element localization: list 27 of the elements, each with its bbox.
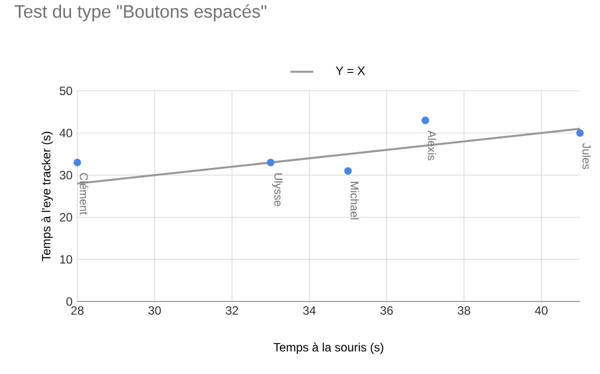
annotation: Michael (350, 182, 359, 220)
x-tick-label: 32 (226, 306, 238, 315)
legend-label: Y = X (336, 66, 365, 76)
point (74, 158, 82, 166)
x-axis-title: Temps à la souris (s) (274, 342, 384, 354)
point (576, 130, 584, 137)
point (266, 158, 274, 166)
x-tick-label: 34 (303, 306, 316, 315)
y-tick-label: 40 (60, 128, 72, 138)
y-tick-label: 10 (60, 255, 72, 264)
point (422, 116, 430, 124)
x-tick-label: 38 (458, 306, 470, 315)
y-tick-label: 50 (60, 86, 72, 96)
x-tick-label: 36 (380, 306, 393, 315)
y-axis-title: Temps à l'eye tracker (s) (41, 132, 53, 262)
annotation: Jules (582, 143, 591, 170)
x-tick-label: 28 (71, 306, 84, 315)
y-tick-label: 0 (66, 298, 72, 306)
x-tick-label: 30 (148, 306, 161, 315)
annotation: Alexis (428, 130, 436, 160)
y-tick-label: 30 (60, 171, 72, 180)
point (344, 167, 352, 175)
annotation: Ulysse (272, 174, 283, 206)
annotation: Clément (80, 173, 88, 215)
chart-title: Test du type "Boutons espacés" (14, 4, 266, 22)
x-tick-label: 40 (534, 306, 548, 315)
y-tick-label: 20 (60, 213, 72, 222)
